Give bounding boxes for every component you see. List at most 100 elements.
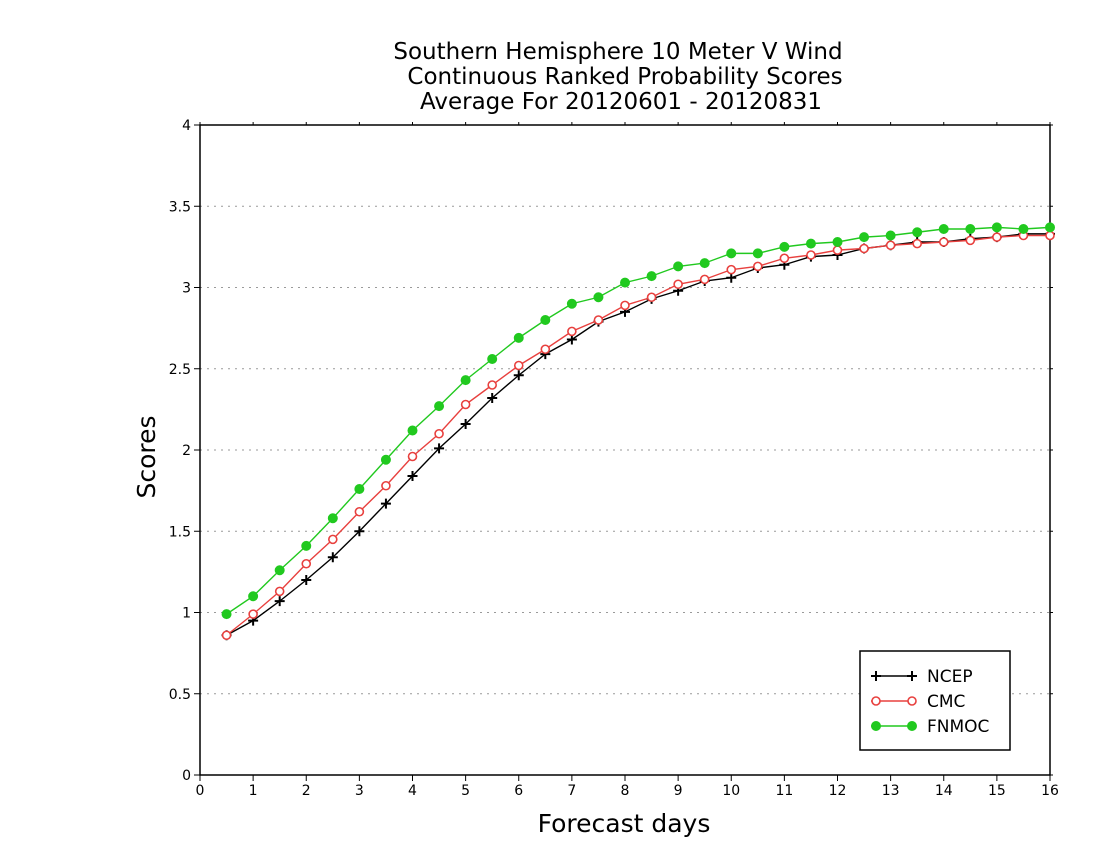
legend-marker-fnmoc (907, 721, 917, 731)
data-point-cmc (567, 326, 577, 337)
x-tick-label: 13 (882, 783, 900, 799)
series-line-ncep (226, 233, 1050, 636)
legend-marker-cmc (871, 696, 881, 706)
data-point-cmc (407, 451, 418, 462)
legend: NCEP CMC FNMOC (859, 650, 1011, 751)
series-line-cmc (226, 234, 1050, 636)
data-point-cmc (779, 253, 790, 264)
data-point-ncep (354, 526, 365, 537)
data-point-fnmoc (407, 425, 418, 436)
data-point-fnmoc (327, 513, 338, 524)
data-point-ncep (434, 443, 445, 454)
data-point-fnmoc (859, 232, 870, 243)
y-tick-label: 2.5 (169, 362, 191, 378)
data-point-fnmoc (354, 484, 365, 494)
y-tick-label: 3.5 (169, 199, 191, 215)
data-point-cmc (248, 609, 258, 619)
x-tick-label: 12 (829, 783, 847, 799)
x-axis-label: Forecast days (538, 809, 711, 838)
x-tick-label: 7 (567, 783, 576, 799)
data-point-fnmoc (540, 315, 551, 325)
series-cmc (221, 230, 1055, 641)
data-point-fnmoc (301, 540, 312, 551)
data-point-fnmoc (646, 271, 657, 282)
data-point-fnmoc (912, 227, 923, 238)
data-point-ncep (274, 596, 285, 607)
legend-label-ncep: NCEP (927, 667, 973, 687)
data-point-fnmoc (938, 224, 949, 234)
legend-label-cmc: CMC (927, 692, 965, 712)
y-tick-label: 1.5 (169, 524, 191, 540)
data-point-fnmoc (593, 292, 604, 303)
data-point-fnmoc (726, 248, 737, 259)
y-axis-label: Scores (132, 415, 161, 498)
data-point-cmc (646, 292, 657, 303)
data-point-cmc (540, 344, 551, 355)
axis-ticks: 00.511.522.533.540 1 2 3 4 5 6 7 8 9 10 11 12 13 14 15 1… (169, 118, 1059, 799)
legend-label-fnmoc: FNMOC (927, 717, 989, 737)
legend-marker-fnmoc (871, 721, 881, 731)
data-point-cmc (381, 480, 391, 491)
data-point-cmc (912, 238, 922, 249)
data-point-cmc (859, 243, 869, 254)
chart-title-line-2: Continuous Ranked Probability Scores (407, 64, 842, 90)
x-tick-label: 11 (775, 783, 793, 799)
chart-title: Southern Hemisphere 10 Meter V Wind Cont… (393, 39, 842, 115)
data-point-cmc (274, 586, 285, 597)
data-point-cmc (726, 264, 737, 275)
data-point-ncep (513, 370, 524, 381)
data-point-cmc (487, 380, 497, 390)
data-point-cmc (992, 232, 1002, 242)
y-tick-label: 0 (182, 768, 191, 784)
data-point-cmc (832, 245, 843, 255)
data-point-ncep (380, 498, 391, 509)
data-point-fnmoc (885, 230, 896, 241)
data-point-cmc (965, 235, 976, 246)
chart-title-line-3: Average For 20120601 - 20120831 (420, 89, 822, 115)
data-point-ncep (327, 552, 338, 563)
x-tick-label: 3 (355, 783, 364, 799)
y-tick-label: 4 (182, 118, 191, 134)
chart-title-line-1: Southern Hemisphere 10 Meter V Wind (393, 39, 842, 65)
series-fnmoc (221, 222, 1055, 620)
data-point-ncep (487, 393, 498, 403)
data-point-fnmoc (991, 222, 1002, 233)
data-point-fnmoc (832, 237, 843, 247)
legend-marker-ncep (907, 671, 917, 681)
data-point-cmc (593, 315, 604, 325)
x-tick-label: 14 (935, 783, 953, 799)
data-point-cmc (513, 360, 524, 371)
data-point-cmc (938, 237, 949, 247)
data-point-cmc (753, 261, 763, 272)
data-point-fnmoc (699, 258, 710, 269)
data-point-cmc (460, 399, 471, 410)
data-point-fnmoc (965, 224, 976, 234)
x-tick-label: 9 (674, 783, 683, 799)
data-point-fnmoc (274, 565, 285, 576)
data-point-cmc (699, 274, 710, 285)
data-point-cmc (328, 534, 338, 545)
data-point-fnmoc (434, 401, 445, 412)
x-tick-label: 6 (514, 783, 523, 799)
data-point-fnmoc (566, 298, 577, 309)
data-point-fnmoc (487, 354, 498, 364)
data-point-cmc (885, 240, 896, 251)
data-point-fnmoc (1045, 222, 1055, 233)
data-point-ncep (407, 471, 418, 481)
data-point-cmc (221, 630, 232, 641)
x-tick-label: 5 (461, 783, 470, 799)
series-line-fnmoc (226, 226, 1051, 615)
data-point-fnmoc (1018, 224, 1029, 234)
data-point-fnmoc (805, 238, 816, 249)
grid (200, 205, 1050, 695)
data-point-fnmoc (620, 277, 630, 288)
x-tick-label: 8 (621, 783, 630, 799)
x-tick-label: 16 (1041, 783, 1059, 799)
data-point-fnmoc (779, 241, 790, 252)
y-tick-label: 1 (182, 606, 191, 622)
y-tick-label: 3 (182, 281, 191, 297)
data-point-fnmoc (248, 591, 259, 602)
series-ncep (221, 228, 1055, 641)
data-point-fnmoc (752, 248, 763, 259)
data-point-cmc (806, 250, 816, 260)
